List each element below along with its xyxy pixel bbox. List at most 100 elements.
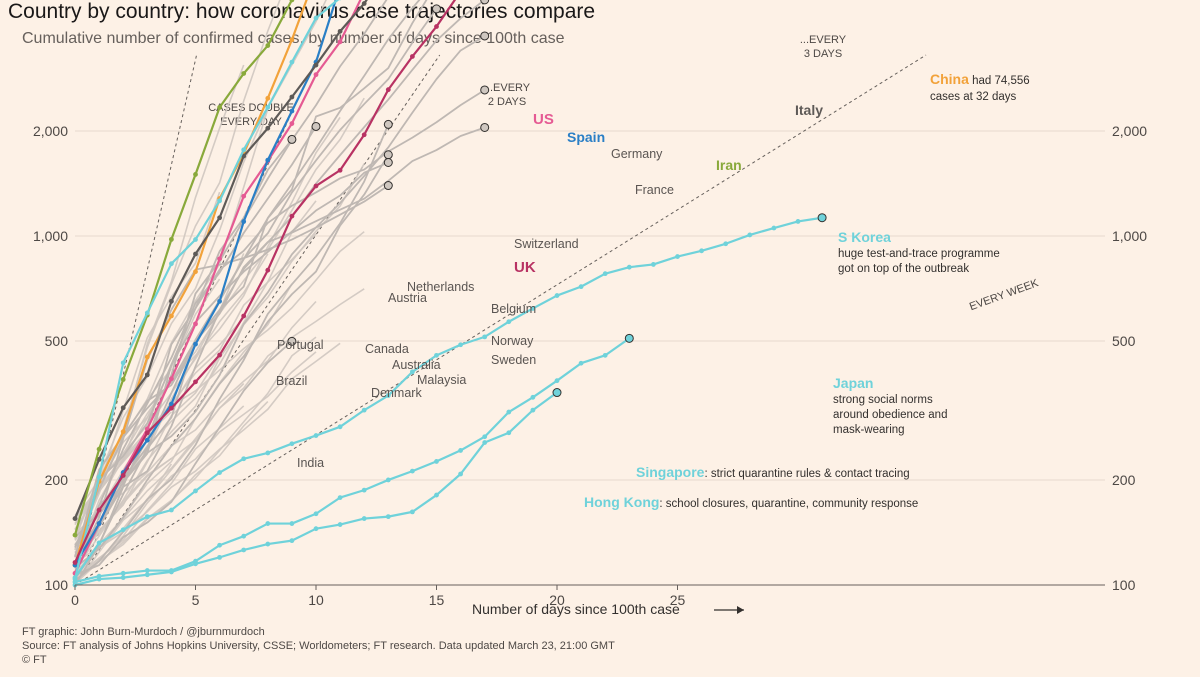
data-point (530, 394, 536, 400)
data-point (289, 108, 295, 114)
series-end-marker (480, 122, 490, 132)
data-point (434, 24, 439, 29)
x-tick-label: 15 (429, 592, 445, 608)
label-switzerland-name: Switzerland (514, 237, 579, 251)
data-point (289, 441, 295, 447)
label-france: France (635, 183, 674, 197)
background-series-line (74, 191, 221, 551)
data-point (169, 401, 174, 407)
data-point (241, 547, 247, 553)
data-point (217, 352, 223, 358)
data-point (265, 521, 271, 526)
label-s-korea-note-line: got on top of the outbreak (838, 263, 969, 275)
data-point (337, 167, 343, 173)
data-point (361, 407, 367, 413)
data-point (144, 372, 150, 378)
label-belgium-name: Belgium (491, 302, 536, 316)
label-australia-name: Australia (392, 358, 441, 372)
data-point (72, 560, 78, 565)
data-point (434, 352, 439, 358)
data-point (72, 575, 78, 581)
data-point (289, 37, 295, 43)
label-china-name: China (930, 71, 969, 87)
data-point (241, 533, 247, 539)
data-point (410, 369, 415, 375)
label-france-name: France (635, 183, 674, 197)
series-layer (72, 0, 827, 588)
data-point (96, 457, 102, 462)
label-us-name: US (533, 111, 554, 128)
data-point (289, 213, 295, 219)
data-point (96, 540, 102, 546)
data-point (434, 492, 439, 498)
series-line-china (73, 0, 308, 566)
x-axis-arrow-head (737, 606, 744, 614)
data-point (795, 219, 801, 224)
data-point (578, 360, 584, 366)
data-point (193, 341, 198, 347)
data-point (482, 334, 488, 340)
series-line-denmark (74, 184, 389, 567)
data-point (193, 488, 198, 494)
background-series-line (74, 342, 341, 573)
reference-line-label: EVERY DAY (220, 116, 282, 128)
y-tick-label: 100 (45, 577, 69, 593)
data-point (723, 241, 729, 247)
series-end-marker (383, 119, 393, 129)
label-iran-name: Iran (716, 157, 742, 173)
data-point (458, 471, 463, 477)
data-point (169, 298, 174, 304)
data-point (747, 232, 753, 238)
data-point (217, 105, 223, 110)
data-point (241, 313, 247, 319)
series-line-brazil (74, 138, 293, 557)
data-point (120, 360, 126, 366)
label-germany: Germany (611, 147, 663, 161)
series-end-marker (624, 333, 634, 343)
data-point (482, 440, 488, 445)
data-point (193, 379, 198, 385)
y-tick-label-right: 100 (1112, 577, 1136, 593)
label-denmark: Denmark (371, 386, 422, 400)
data-point (241, 71, 247, 76)
reference-line-label: CASES DOUBLE (208, 102, 294, 114)
x-tick-label: 5 (192, 592, 200, 608)
series-end-marker (383, 150, 393, 160)
data-point (361, 1, 367, 6)
series-end-marker (552, 388, 562, 398)
data-point (193, 321, 198, 327)
label-australia: Australia (392, 358, 441, 372)
data-point (169, 405, 174, 411)
label-china-note-line: cases at 32 days (930, 91, 1017, 103)
footer-credit: FT graphic: John Burn-Murdoch / @jburnmu… (22, 626, 265, 638)
series-line-malaysia (74, 161, 389, 548)
data-point (265, 95, 271, 101)
data-point (313, 62, 319, 68)
data-point (289, 538, 295, 544)
series-line-italy (73, 0, 368, 519)
data-point (120, 575, 126, 581)
x-axis-label: Number of days since 100th case (472, 601, 680, 617)
data-point (626, 264, 632, 270)
background-series-line (74, 64, 245, 540)
data-point (602, 271, 608, 277)
data-point (241, 193, 247, 199)
data-point (217, 542, 223, 548)
background-series-line (74, 0, 327, 538)
data-point (289, 59, 295, 65)
data-point (289, 521, 295, 526)
data-point (506, 430, 512, 436)
data-point (72, 532, 78, 538)
label-singapore-name: Singapore (636, 464, 705, 480)
data-point (410, 468, 415, 474)
data-point (289, 94, 295, 100)
data-point (265, 104, 271, 110)
data-point (169, 261, 174, 267)
data-point (265, 541, 271, 547)
data-point (72, 516, 78, 521)
data-point (193, 172, 198, 177)
data-point (265, 267, 271, 273)
data-point (144, 568, 150, 573)
data-point (169, 236, 174, 242)
footer-copyright: © FT (22, 654, 47, 666)
